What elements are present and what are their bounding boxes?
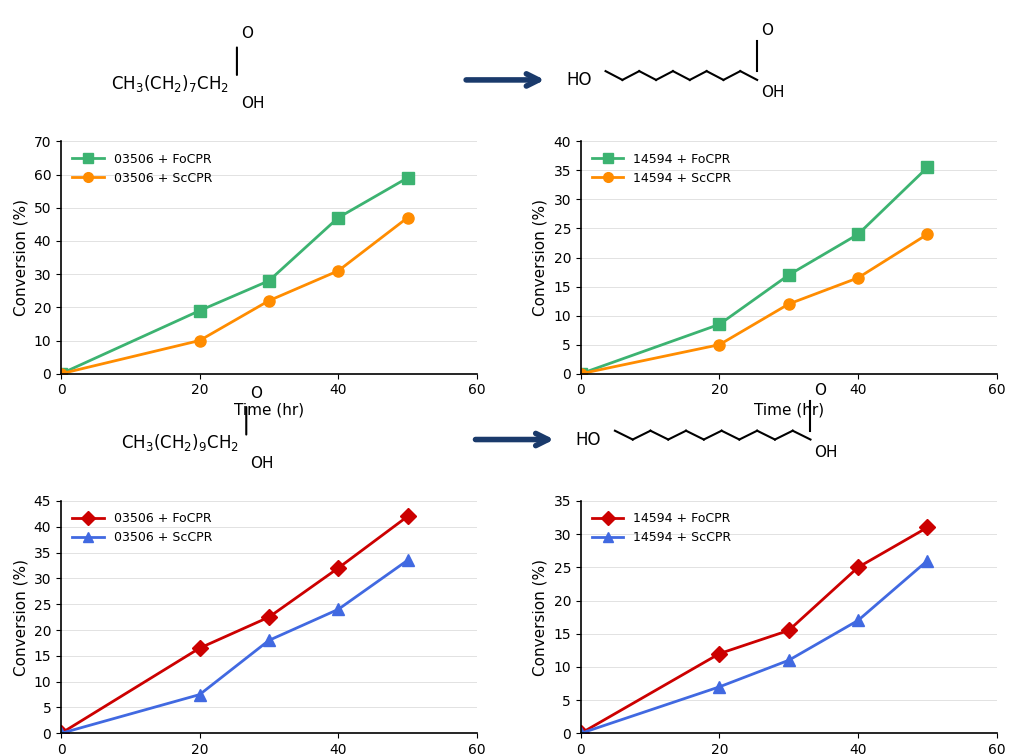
- Text: CH$_3$(CH$_2$)$_7$CH$_2$: CH$_3$(CH$_2$)$_7$CH$_2$: [112, 73, 230, 94]
- Text: O: O: [815, 383, 826, 398]
- X-axis label: Time (hr): Time (hr): [754, 403, 824, 418]
- Y-axis label: Conversion (%): Conversion (%): [533, 199, 548, 316]
- Y-axis label: Conversion (%): Conversion (%): [533, 559, 548, 676]
- Legend: 03506 + FoCPR, 03506 + ScCPR: 03506 + FoCPR, 03506 + ScCPR: [67, 507, 217, 550]
- Legend: 14594 + FoCPR, 14594 + ScCPR: 14594 + FoCPR, 14594 + ScCPR: [587, 147, 736, 190]
- Text: OH: OH: [815, 445, 838, 460]
- Text: O: O: [761, 23, 773, 38]
- X-axis label: Time (hr): Time (hr): [234, 403, 304, 418]
- Text: OH: OH: [241, 97, 264, 111]
- Y-axis label: Conversion (%): Conversion (%): [13, 559, 28, 676]
- Text: HO: HO: [566, 71, 592, 89]
- Text: O: O: [250, 386, 262, 401]
- Text: HO: HO: [576, 430, 601, 448]
- Legend: 03506 + FoCPR, 03506 + ScCPR: 03506 + FoCPR, 03506 + ScCPR: [67, 147, 217, 190]
- Text: O: O: [241, 26, 252, 42]
- Text: CH$_3$(CH$_2$)$_9$CH$_2$: CH$_3$(CH$_2$)$_9$CH$_2$: [121, 432, 239, 454]
- Text: OH: OH: [761, 85, 784, 101]
- Legend: 14594 + FoCPR, 14594 + ScCPR: 14594 + FoCPR, 14594 + ScCPR: [587, 507, 736, 550]
- Y-axis label: Conversion (%): Conversion (%): [13, 199, 28, 316]
- Text: OH: OH: [250, 456, 274, 471]
